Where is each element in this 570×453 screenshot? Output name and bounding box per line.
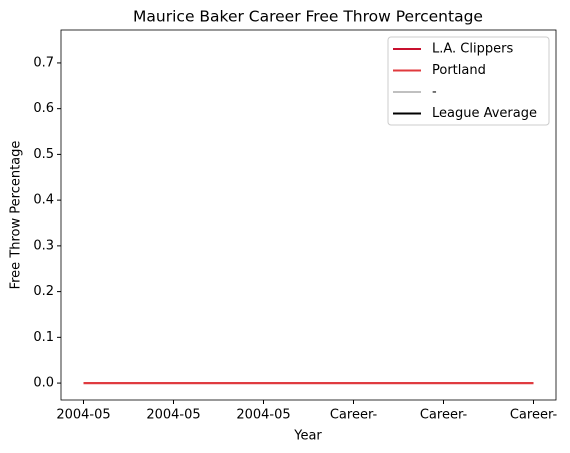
chart-title: Maurice Baker Career Free Throw Percenta… [133,8,483,26]
y-tick-label: 0.4 [33,193,54,208]
y-tick-label: 0.5 [33,147,54,162]
y-axis-label: Free Throw Percentage [9,141,24,290]
legend-label: League Average [432,106,537,121]
x-tick-label: Career- [510,408,558,423]
x-tick-label: Career- [330,408,378,423]
legend-label: L.A. Clippers [432,42,513,57]
y-tick-label: 0.2 [33,284,54,299]
plot-frame [60,29,557,401]
legend-box [387,36,550,126]
legend-label: - [432,85,437,100]
x-tick-label: 2004-05 [236,408,290,423]
y-tick-label: 0.7 [33,55,54,70]
y-tick-label: 0.0 [33,376,54,391]
x-tick-label: Career- [420,408,468,423]
y-tick-label: 0.3 [33,238,54,253]
y-tick-label: 0.1 [33,330,54,345]
x-tick-label: 2004-05 [146,408,200,423]
y-tick-label: 0.6 [33,101,54,116]
x-tick-label: 2004-05 [56,408,110,423]
legend-label: Portland [432,63,486,78]
x-axis-label: Year [293,429,322,444]
